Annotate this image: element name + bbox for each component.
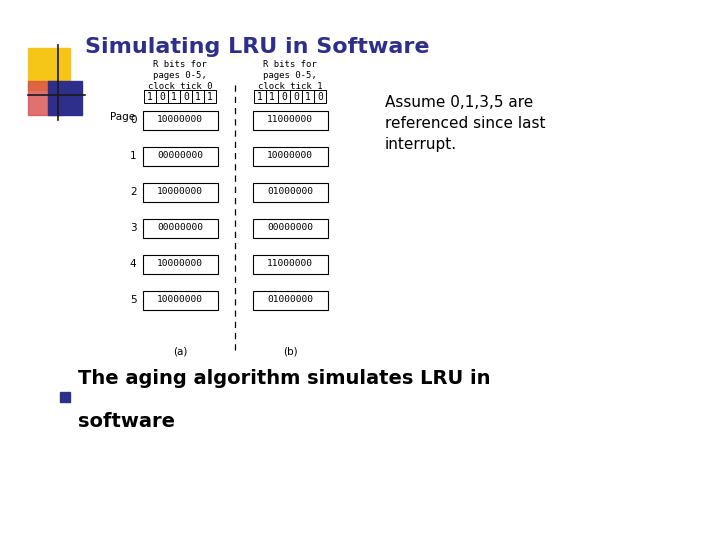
Text: 10000000: 10000000 xyxy=(157,116,203,125)
Bar xyxy=(278,90,290,103)
Bar xyxy=(48,81,82,115)
Bar xyxy=(28,81,62,115)
Bar xyxy=(144,90,156,103)
Bar xyxy=(180,90,192,103)
Bar xyxy=(143,183,217,201)
Bar xyxy=(168,90,180,103)
Text: 2: 2 xyxy=(130,187,137,197)
Bar xyxy=(266,90,278,103)
Text: software: software xyxy=(78,412,175,431)
Text: 0: 0 xyxy=(293,91,299,102)
Text: 0: 0 xyxy=(317,91,323,102)
Bar xyxy=(60,392,70,402)
Text: 10000000: 10000000 xyxy=(157,260,203,268)
Bar xyxy=(290,90,302,103)
Text: 1: 1 xyxy=(257,91,263,102)
Text: 10000000: 10000000 xyxy=(157,295,203,305)
Text: 1: 1 xyxy=(147,91,153,102)
Text: 1: 1 xyxy=(130,151,137,161)
Text: 1: 1 xyxy=(171,91,177,102)
Bar xyxy=(253,146,328,165)
Bar xyxy=(254,90,266,103)
Text: 1: 1 xyxy=(207,91,213,102)
Text: 11000000: 11000000 xyxy=(267,116,313,125)
Text: 4: 4 xyxy=(130,259,137,269)
Text: 0: 0 xyxy=(183,91,189,102)
Text: 01000000: 01000000 xyxy=(267,187,313,197)
Text: R bits for
pages 0-5,
clock tick 1: R bits for pages 0-5, clock tick 1 xyxy=(258,60,323,91)
Bar xyxy=(302,90,314,103)
Text: 1: 1 xyxy=(195,91,201,102)
Bar xyxy=(204,90,216,103)
Text: 00000000: 00000000 xyxy=(157,224,203,233)
Bar xyxy=(143,219,217,238)
Bar xyxy=(143,291,217,309)
Bar xyxy=(143,146,217,165)
Bar xyxy=(28,48,70,90)
Text: 01000000: 01000000 xyxy=(267,295,313,305)
Text: Page: Page xyxy=(110,112,135,122)
Text: 3: 3 xyxy=(130,223,137,233)
Text: 0: 0 xyxy=(130,115,137,125)
Text: 10000000: 10000000 xyxy=(267,152,313,160)
Text: 5: 5 xyxy=(130,295,137,305)
Bar xyxy=(253,111,328,130)
Text: The aging algorithm simulates LRU in: The aging algorithm simulates LRU in xyxy=(78,369,490,388)
Bar xyxy=(253,183,328,201)
Bar xyxy=(253,291,328,309)
Bar xyxy=(143,254,217,273)
Bar xyxy=(253,219,328,238)
Text: 0: 0 xyxy=(281,91,287,102)
Text: 00000000: 00000000 xyxy=(157,152,203,160)
Text: (b): (b) xyxy=(283,347,297,357)
Text: Assume 0,1,3,5 are
referenced since last
interrupt.: Assume 0,1,3,5 are referenced since last… xyxy=(385,95,546,152)
Bar xyxy=(143,111,217,130)
Text: 0: 0 xyxy=(159,91,165,102)
Text: 1: 1 xyxy=(269,91,275,102)
Text: 00000000: 00000000 xyxy=(267,224,313,233)
Bar xyxy=(314,90,326,103)
Text: 10000000: 10000000 xyxy=(157,187,203,197)
Text: Simulating LRU in Software: Simulating LRU in Software xyxy=(85,37,430,57)
Bar xyxy=(253,254,328,273)
Text: (a): (a) xyxy=(173,347,187,357)
Text: 11000000: 11000000 xyxy=(267,260,313,268)
Bar xyxy=(156,90,168,103)
Text: R bits for
pages 0-5,
clock tick 0: R bits for pages 0-5, clock tick 0 xyxy=(148,60,212,91)
Text: 1: 1 xyxy=(305,91,311,102)
Bar xyxy=(192,90,204,103)
